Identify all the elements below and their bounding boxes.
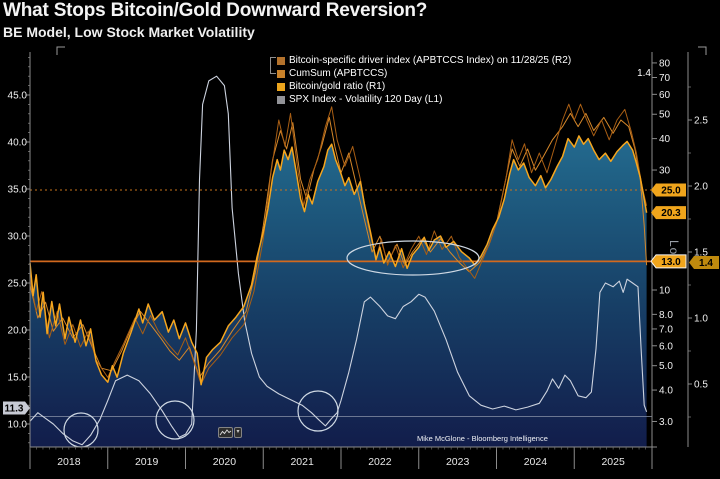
page-title: What Stops Bitcoin/Gold Downward Reversi…: [3, 0, 428, 21]
bitcoin-gold-area-fill: [30, 135, 647, 447]
year-label: 2025: [601, 456, 625, 468]
value-badge-13.0: 13.0: [650, 254, 687, 269]
value-badge-25.0: 25.0: [651, 183, 686, 197]
value-badge-shape: [650, 254, 687, 269]
right-axis-r1-tick-label: 4.0: [659, 386, 673, 397]
right-axis-r2-tick-label: 1.0: [694, 314, 708, 325]
corner-bracket-icon: [56, 46, 65, 55]
chart-toolbar: ▾: [218, 427, 242, 438]
value-badge-20.3: 20.3: [651, 206, 686, 220]
legend-item-3[interactable]: SPX Index - Volatility 120 Day (L1): [277, 93, 653, 106]
year-label: 2020: [213, 456, 237, 468]
annotation-circle: [155, 400, 195, 440]
right-axis-r1-tick-label: 40: [659, 134, 671, 145]
left-axis-tick-label: 45.0: [8, 91, 28, 102]
value-badge-shape: [651, 183, 686, 197]
value-badge-text: 11.3: [5, 404, 24, 415]
left-axis-tick-label: 10.0: [8, 420, 28, 431]
value-badge-text: 20.3: [661, 208, 681, 219]
line-chart-icon: [219, 429, 232, 436]
right-axis-r2-tick-label: 0.5: [694, 380, 708, 391]
year-label: 2023: [446, 456, 470, 468]
chart-tool-icon[interactable]: [218, 427, 233, 438]
annotation-circle: [346, 240, 480, 276]
chevron-down-icon: ▾: [236, 429, 240, 435]
right-axis-r1-tick-label: 60: [659, 90, 671, 101]
left-axis-tick-label: 30.0: [8, 232, 28, 243]
value-badge-shape: [3, 401, 30, 415]
value-badge-text: 25.0: [661, 185, 681, 196]
right-axis-r1-tick-label: 70: [659, 73, 671, 84]
legend-item-0[interactable]: Bitcoin-specific driver index (APBTCCS I…: [270, 54, 653, 74]
left-axis-tick-label: 35.0: [8, 185, 28, 196]
right-axis-r1-tick-label: 7.0: [659, 324, 673, 335]
legend-marker: [277, 95, 285, 104]
value-badge-text: 13.0: [661, 257, 681, 268]
right-axis-r1-tick-label: 80: [659, 58, 671, 69]
driver-index-line: [29, 103, 648, 385]
year-label: 2018: [57, 456, 81, 468]
right-axis-r1-tick-label: 8.0: [659, 310, 673, 321]
value-badge-11.3: 11.3: [3, 401, 30, 415]
legend-marker: [277, 56, 285, 65]
value-badge-text: 1.4: [699, 258, 713, 269]
right-axis-r1-tick-label: 3.0: [659, 417, 673, 428]
legend-item-label: Bitcoin/gold ratio (R1): [289, 81, 386, 92]
corner-bracket-icon: [698, 46, 707, 55]
year-label: 2024: [524, 456, 548, 468]
spx-volatility-line: [29, 75, 648, 446]
legend: Bitcoin-specific driver index (APBTCCS I…: [270, 54, 653, 106]
right-axis-r2-tick-label: 2.5: [694, 116, 708, 127]
credit-text: Mike McGlone - Bloomberg Intelligence: [417, 434, 548, 443]
right-axis-r1-tick-label: 10: [659, 286, 671, 297]
year-label: 2021: [290, 456, 314, 468]
left-axis-tick-label: 40.0: [8, 138, 28, 149]
legend-marker: [277, 82, 285, 91]
chart-tool-dropdown[interactable]: ▾: [234, 427, 242, 438]
year-label: 2022: [368, 456, 392, 468]
right-axis-r1-tick-label: 30: [659, 166, 671, 177]
legend-item-label: SPX Index - Volatility 120 Day (L1): [289, 94, 443, 105]
page-subtitle: BE Model, Low Stock Market Volatility: [3, 24, 255, 40]
left-axis-tick-label: 25.0: [8, 279, 28, 290]
legend-group-bracket: [270, 57, 276, 74]
left-axis-tick-label: 20.0: [8, 326, 28, 337]
value-badge-shape: [651, 206, 686, 220]
right-axis-r2-tick-label: 2.0: [694, 182, 708, 193]
legend-item-1[interactable]: CumSum (APBTCCS) 1.4: [277, 67, 653, 80]
legend-item-2[interactable]: Bitcoin/gold ratio (R1): [277, 80, 653, 93]
legend-item-label: Bitcoin-specific driver index (APBTCCS I…: [289, 55, 572, 66]
value-badge-shape: [689, 256, 719, 270]
right-axis-r2-tick-label: 1.5: [694, 248, 708, 259]
value-badge-1.4: 1.4: [689, 256, 719, 270]
year-label: 2019: [135, 456, 159, 468]
right-axis-r1-tick-label: 50: [659, 110, 671, 121]
right-axis-r1-tick-label: 6.0: [659, 341, 673, 352]
bitcoin-gold-line: [29, 135, 648, 386]
annotation-circle: [297, 390, 339, 432]
legend-last-value: 1.4: [637, 68, 651, 79]
left-axis-tick-label: 15.0: [8, 373, 28, 384]
legend-item-label: CumSum (APBTCCS): [289, 68, 388, 79]
legend-marker: [277, 69, 285, 78]
right-axis-r1-tick-label: 5.0: [659, 361, 673, 372]
cumsum-line: [29, 112, 648, 378]
